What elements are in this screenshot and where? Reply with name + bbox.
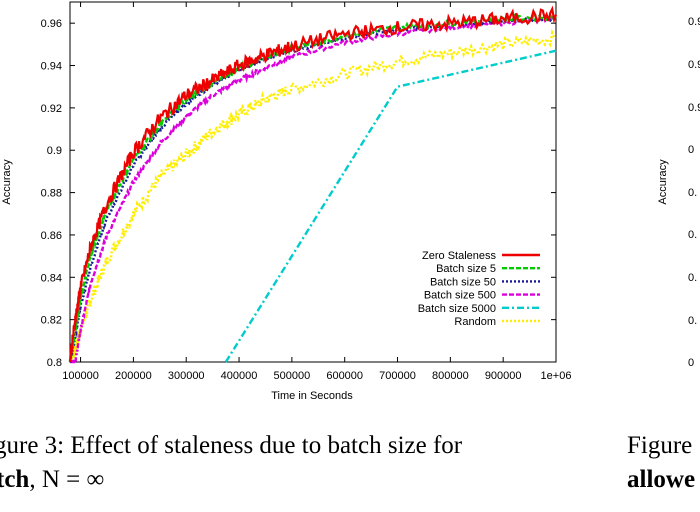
x-tick-label: 500000 <box>274 370 311 382</box>
series-line-batch-size-500 <box>69 16 557 364</box>
y-tick-label: 0.92 <box>41 103 62 115</box>
left-caption-line1: gure 3: Effect of staleness due to batch… <box>0 432 463 459</box>
y-tick-label: 0.8 <box>47 357 62 369</box>
legend-label: Random <box>454 316 496 328</box>
series-line-random <box>69 28 557 364</box>
series-layer <box>68 5 558 364</box>
x-tick-label: 900000 <box>485 370 522 382</box>
legend-label: Batch size 5 <box>436 263 496 275</box>
series-line-batch-size-50 <box>68 16 557 363</box>
right-tick-label: 0 <box>688 357 694 369</box>
series-line-zero-staleness <box>68 5 558 363</box>
x-tick-label: 100000 <box>62 370 99 382</box>
right-tick-label: 0.9 <box>688 59 700 71</box>
x-tick-label: 800000 <box>432 370 469 382</box>
y-axis-ticks: 0.8 0.82 0.84 0.86 0.88 0.9 0.92 0.94 0.96 <box>41 18 556 369</box>
right-tick-label: 0. <box>688 315 697 327</box>
x-tick-label: 600000 <box>326 370 363 382</box>
x-axis-ticks: 100000 200000 300000 400000 500000 600000 7000… <box>62 2 571 382</box>
right-tick-label: 0 <box>688 144 694 156</box>
right-caption-bold: allowe <box>627 466 696 493</box>
series-line-batch-size-5000 <box>224 49 557 363</box>
y-tick-label: 0.84 <box>41 272 62 284</box>
left-caption-line2: tch, N = ∞ <box>0 466 104 494</box>
legend-label: Zero Staleness <box>422 250 496 262</box>
y-tick-label: 0.82 <box>41 315 62 327</box>
right-tick-label: 0.9 <box>688 102 700 114</box>
x-axis-label: Time in Seconds <box>271 390 353 402</box>
x-tick-label: 400000 <box>221 370 258 382</box>
right-y-axis-label: Accuracy <box>657 159 669 205</box>
y-tick-label: 0.9 <box>47 145 62 157</box>
right-tick-label: 0.9 <box>688 16 700 28</box>
legend-label: Batch size 5000 <box>418 303 496 315</box>
x-tick-label: 1e+06 <box>541 370 572 382</box>
right-tick-label: 0. <box>688 229 697 241</box>
y-tick-label: 0.86 <box>41 230 62 242</box>
left-caption-rest: , N = ∞ <box>29 466 105 493</box>
y-axis-label: Accuracy <box>1 159 13 205</box>
y-tick-label: 0.96 <box>41 18 62 30</box>
legend-label: Batch size 500 <box>424 290 496 302</box>
right-caption-line2: allowe <box>627 466 695 494</box>
right-caption-line1: Figure <box>627 432 693 459</box>
y-tick-label: 0.94 <box>41 61 62 73</box>
x-tick-label: 200000 <box>115 370 152 382</box>
x-tick-label: 700000 <box>379 370 416 382</box>
right-tick-label: 0. <box>688 272 697 284</box>
legend-label: Batch size 50 <box>430 276 496 288</box>
right-tick-label: 0. <box>688 187 697 199</box>
series-line-batch-size-5 <box>68 11 557 363</box>
right-y-axis-ticks: 0.9 0.9 0.9 0 0. 0. 0. 0. 0 <box>688 16 700 369</box>
plot-area <box>69 1 557 363</box>
x-tick-label: 300000 <box>168 370 205 382</box>
y-tick-label: 0.88 <box>41 188 62 200</box>
left-caption-bold: tch <box>0 466 30 493</box>
